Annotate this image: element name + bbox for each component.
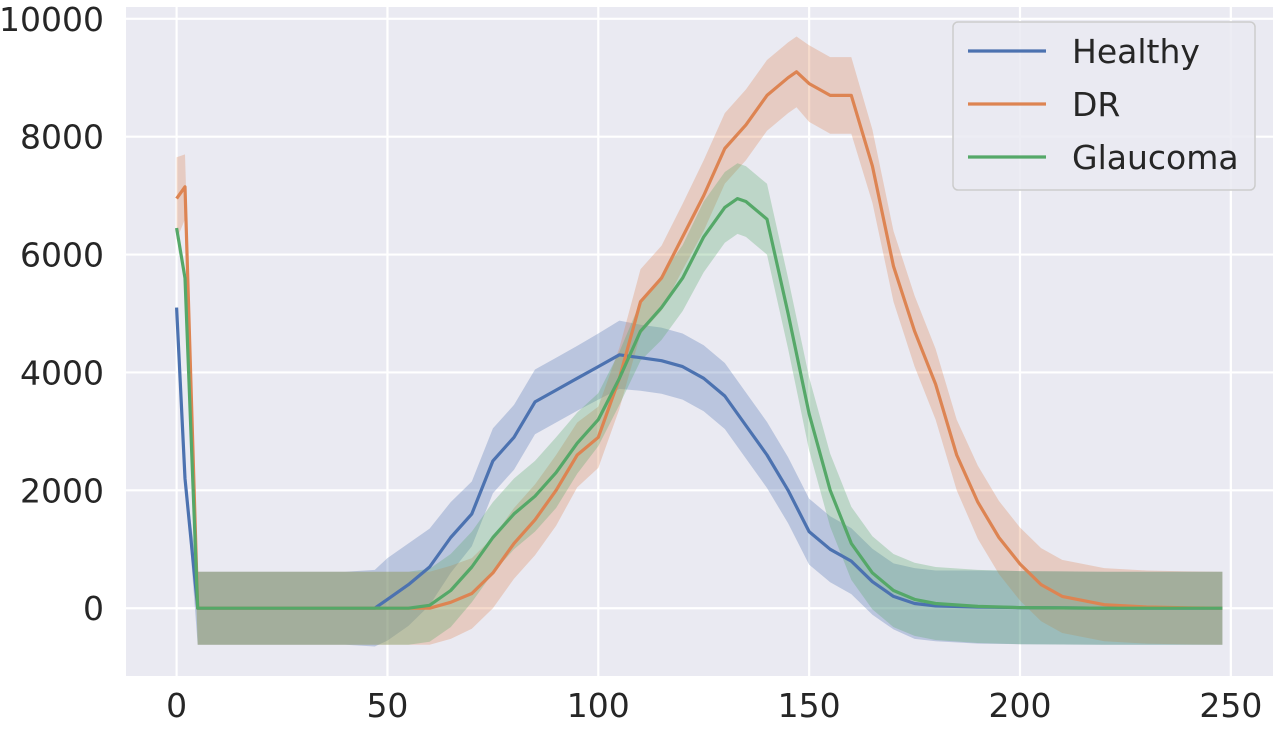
- y-tick-label: 8000: [20, 118, 104, 157]
- glaucoma-line: [175, 197, 1223, 610]
- x-tick-label: 0: [166, 686, 187, 724]
- legend: Healthy DR Glaucoma: [952, 21, 1256, 191]
- glaucoma-confidence-band: [176, 163, 1223, 645]
- legend-label-glaucoma: Glaucoma: [1072, 138, 1239, 177]
- y-axis-tick-labels: 0 2000 4000 6000 8000 10000: [0, 0, 104, 628]
- confidence-bands: [176, 36, 1223, 647]
- x-axis-tick-labels: 0 50 100 150 200 250: [166, 686, 1262, 725]
- x-tick-label: 50: [366, 686, 408, 724]
- x-tick-label: 250: [1199, 686, 1262, 724]
- y-tick-label: 4000: [20, 353, 104, 392]
- y-tick-label: 0: [83, 589, 104, 628]
- x-tick-label: 150: [778, 686, 841, 724]
- healthy-confidence-band: [176, 307, 1223, 647]
- x-tick-label: 100: [567, 686, 630, 724]
- y-tick-label: 10000: [0, 0, 104, 39]
- y-tick-label: 2000: [20, 471, 104, 510]
- series-lines: [175, 70, 1223, 610]
- dr-confidence-band: [176, 36, 1223, 645]
- y-tick-label: 6000: [20, 236, 104, 275]
- x-tick-label: 200: [988, 686, 1051, 724]
- legend-label-dr: DR: [1072, 85, 1120, 124]
- legend-label-healthy: Healthy: [1072, 32, 1200, 71]
- legend-box: [952, 21, 1256, 191]
